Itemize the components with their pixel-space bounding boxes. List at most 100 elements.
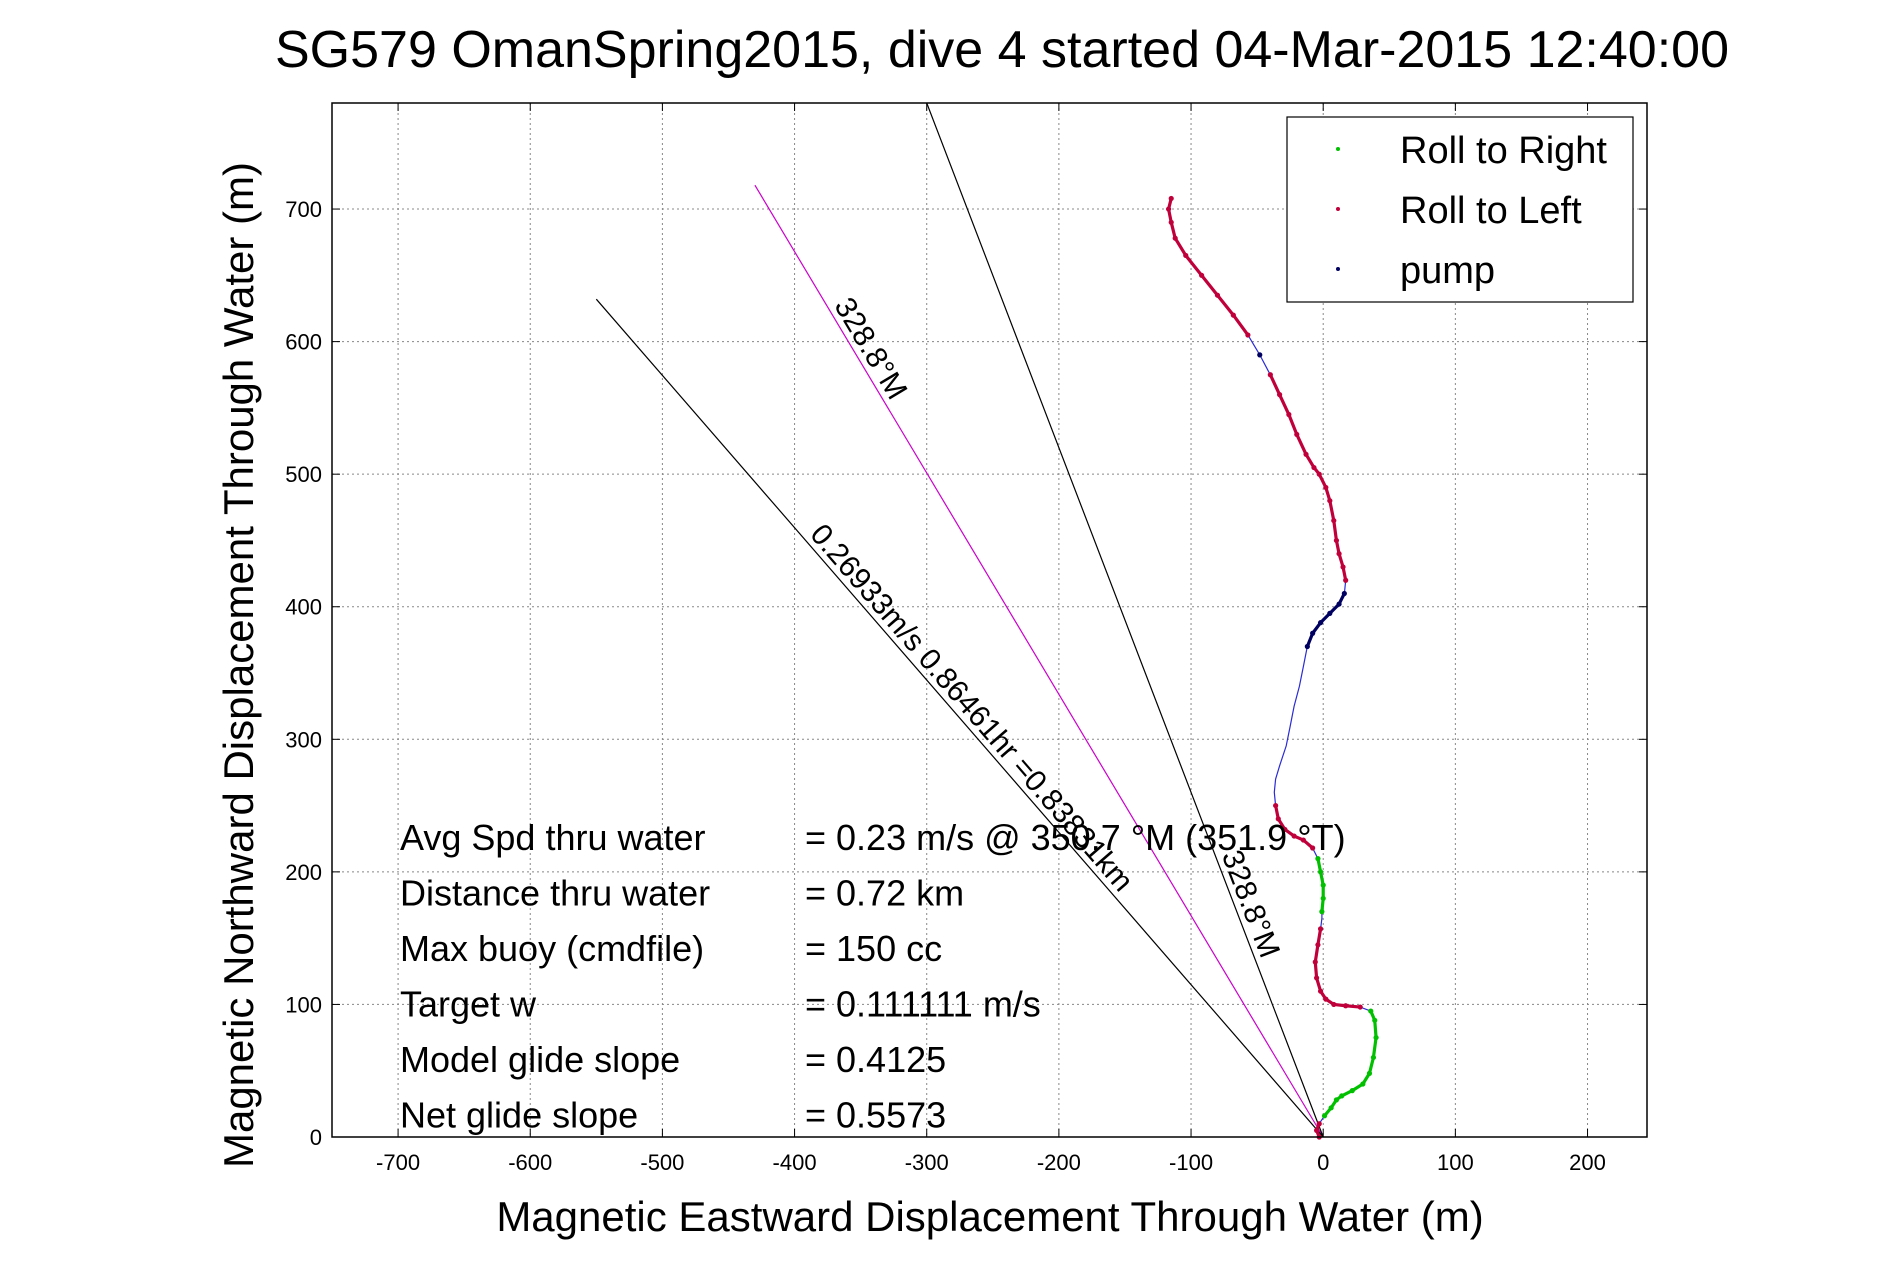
series-segment-pump [1311,621,1323,635]
series-segment-roll-to-left [1301,838,1315,850]
annotation-label: Distance thru water [400,873,710,914]
series-segment-roll-to-left [1277,393,1291,417]
legend-label: pump [1400,250,1495,292]
series-segment-roll-to-left [1166,196,1173,211]
y-tick-label: 400 [285,595,322,620]
annotation-value: = 0.111111 m/s [805,984,1041,1025]
annotation-value: = 0.23 m/s @ 350.7 °M (351.9 °T) [805,817,1346,858]
data-point-pump [1257,352,1263,358]
reference-line [595,298,1324,1138]
x-tick-label: -700 [376,1150,420,1175]
legend-items: Roll to Right Roll to Left pump [1336,130,1607,292]
series-segment-roll-to-left [1173,236,1188,258]
series-segment-pump [1337,591,1346,606]
annotation-label: Avg Spd thru water [400,817,706,858]
annotation-label: Net glide slope [400,1095,638,1136]
series-segment-roll-to-right [1318,870,1325,887]
series-segment-roll-to-left [1313,960,1319,980]
series-segment-roll-to-left [1283,827,1296,838]
legend-label: Roll to Left [1400,190,1582,232]
y-tick-label: 300 [285,727,322,752]
annotation-value: = 0.4125 [805,1039,946,1080]
series-segment-roll-to-left [1344,1004,1362,1009]
series-segment-roll-to-left [1200,273,1220,297]
series-segment-roll-to-left [1292,834,1305,842]
series-segment-pump [1305,631,1315,649]
series-segment-pump [1318,611,1332,625]
series-segment-roll-to-right [1361,1071,1372,1086]
y-tick-label: 600 [285,330,322,355]
series-segment-pump [1328,602,1341,615]
legend: Roll to Right Roll to Left pump [1286,116,1634,303]
y-tick-label: 0 [310,1125,322,1150]
x-tick-label: 100 [1437,1150,1474,1175]
legend-marker [1336,147,1340,151]
x-tick-label: -500 [640,1150,684,1175]
y-tick-label: 200 [285,860,322,885]
annotation-label: Model glide slope [400,1039,680,1080]
annotation-value: = 150 cc [805,928,942,969]
series-segment-roll-to-left [1295,432,1308,456]
annotations: Avg Spd thru water = 0.23 m/s @ 350.7 °M … [400,817,1346,1136]
chart-title: SG579 OmanSpring2015, dive 4 started 04-… [275,21,1729,79]
y-axis-ticks: 0 100 200 300 400 500 600 700 [285,197,1647,1150]
x-tick-label: -600 [508,1150,552,1175]
series-segment-roll-to-left [1328,499,1336,523]
series-segment-roll-to-right [1322,1106,1333,1118]
x-tick-label: 0 [1317,1150,1329,1175]
series-segment-roll-to-left [1341,565,1348,582]
plot-frame [331,102,1648,1138]
series-segment-roll-to-right [1350,1082,1365,1093]
y-tick-label: 700 [285,197,322,222]
series-segment-roll-to-left [1337,552,1345,569]
series-segment-roll-to-left [1304,452,1316,470]
x-tick-label: -100 [1169,1150,1213,1175]
series-segment-roll-to-left [1313,943,1320,964]
series-segment-roll-to-right [1340,1089,1354,1098]
series-segment-roll-to-left [1287,412,1299,437]
reference-line [926,102,1324,1138]
legend-box [1286,116,1634,303]
annotation-value: = 0.5573 [805,1095,946,1136]
series-segment-roll-to-left [1314,1122,1321,1132]
annotation-value: = 0.72 km [805,873,964,914]
series-segment-roll-to-right [1367,1055,1376,1075]
y-tick-label: 500 [285,462,322,487]
series-segment-roll-to-right [1371,1035,1378,1060]
series-segment-roll-to-right [1316,857,1323,874]
series-segment-roll-to-left [1166,207,1173,224]
x-tick-label: -400 [773,1150,817,1175]
x-tick-label: -300 [905,1150,949,1175]
series-segment-roll-to-left [1169,220,1177,240]
series-segment-roll-to-left [1231,313,1250,337]
series-segment-roll-to-left [1332,518,1339,543]
series-segment-roll-to-right [1369,1009,1377,1022]
x-axis-ticks: -700 -600 -500 -400 -300 -200 -100 0 100 200 [376,103,1606,1175]
reference-line [754,184,1324,1138]
legend-marker [1336,267,1340,271]
annotation-label: Max buoy (cmdfile) [400,928,704,969]
series-segment-roll-to-left [1215,293,1235,317]
x-axis-label: Magnetic Eastward Displacement Through W… [496,1193,1483,1240]
data-points [1165,195,1379,1140]
series-segment-roll-to-left [1324,485,1332,503]
x-tick-label: -200 [1037,1150,1081,1175]
series-segment-roll-to-left [1314,976,1323,993]
reference-lines [595,102,1324,1138]
legend-marker [1336,207,1340,211]
y-axis-label: Magnetic Northward Displacement Through … [215,162,262,1168]
y-tick-label: 100 [285,992,322,1017]
series-segment-roll-to-left [1274,803,1280,821]
annotation-label: Target w [400,984,537,1025]
series-segment-roll-to-left [1316,927,1323,947]
series-segment-roll-to-left [1332,1002,1348,1008]
series-segment-roll-to-right [1320,896,1325,914]
series-segment-roll-to-right [1373,1018,1378,1040]
series-segment-roll-to-left [1268,373,1282,397]
series-segment-roll-to-left [1184,253,1204,277]
legend-label: Roll to Right [1400,130,1607,172]
series-segment-roll-to-left [1276,817,1287,832]
series-segment-roll-to-left [1334,538,1341,556]
x-tick-label: 200 [1569,1150,1606,1175]
